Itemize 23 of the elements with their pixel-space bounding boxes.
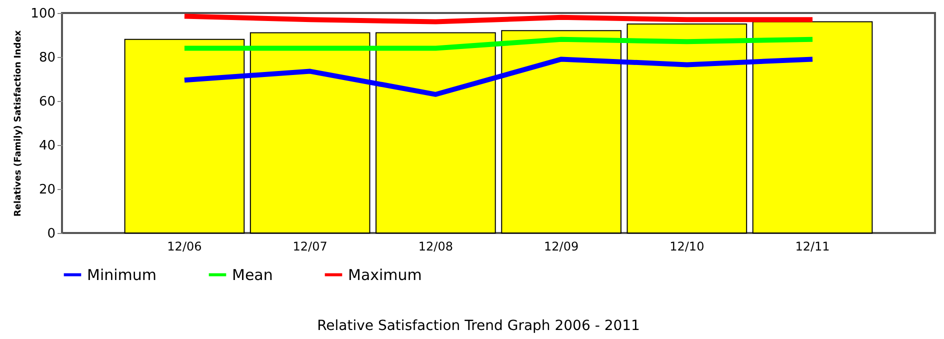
x-tick-label: 12/10 bbox=[670, 240, 704, 254]
bar bbox=[626, 24, 748, 234]
bar bbox=[124, 38, 245, 234]
legend-label: Maximum bbox=[348, 266, 422, 284]
y-tick-label: 20 bbox=[38, 182, 56, 198]
bar bbox=[376, 32, 496, 234]
text: Relative Satisfaction Trend Graph 2006 - 2011 bbox=[317, 318, 640, 334]
y-tick-label: 100 bbox=[30, 6, 56, 22]
x-tick-label: 12/11 bbox=[795, 240, 830, 254]
legend-label: Mean bbox=[232, 266, 273, 284]
y-tick-label: 60 bbox=[38, 94, 56, 110]
bar bbox=[501, 30, 622, 234]
y-tick-label: 0 bbox=[47, 226, 56, 242]
bar bbox=[752, 21, 873, 234]
x-tick-label: 12/06 bbox=[167, 240, 202, 254]
y-tick-label: 80 bbox=[38, 50, 56, 66]
x-tick-label: 12/08 bbox=[418, 240, 453, 254]
bar bbox=[250, 32, 370, 234]
y-tick-label: 40 bbox=[38, 138, 56, 154]
x-tick-label: 12/07 bbox=[292, 240, 328, 254]
x-tick-label: 12/09 bbox=[544, 240, 579, 254]
y-axis-title: Relatives (Family) Satisfaction Index bbox=[14, 30, 24, 217]
legend-label: Minimum bbox=[87, 266, 157, 284]
